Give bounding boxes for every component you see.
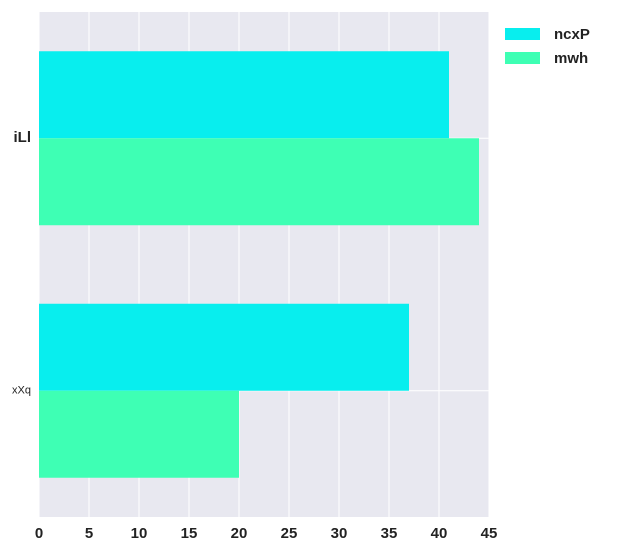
category-label: xXq xyxy=(12,385,31,397)
bar-ncxP-xXq xyxy=(39,303,409,391)
legend-label-mwh: mwh xyxy=(554,50,588,67)
category-labels: iLl xXq xyxy=(12,129,31,396)
bar-mwh-iLl xyxy=(39,138,479,226)
bar-ncxP-iLl xyxy=(39,51,449,139)
x-tick-label: 20 xyxy=(231,525,248,542)
legend-swatch-mwh xyxy=(505,52,540,64)
x-tick-label: 0 xyxy=(35,525,43,542)
x-tick-labels: 0 5 10 15 20 25 30 35 40 45 xyxy=(35,525,498,542)
x-tick-label: 45 xyxy=(481,525,498,542)
x-tick-label: 30 xyxy=(331,525,348,542)
x-tick-label: 25 xyxy=(281,525,298,542)
legend-swatch-ncxP xyxy=(505,28,540,40)
bars xyxy=(39,51,479,478)
x-tick-label: 35 xyxy=(381,525,398,542)
bar-mwh-xXq xyxy=(39,390,239,478)
x-tick-label: 40 xyxy=(431,525,448,542)
x-tick-label: 10 xyxy=(131,525,148,542)
legend: ncxP mwh xyxy=(505,26,590,67)
x-tick-label: 15 xyxy=(181,525,198,542)
legend-label-ncxP: ncxP xyxy=(554,26,590,43)
x-tick-label: 5 xyxy=(85,525,93,542)
category-label: iLl xyxy=(14,129,32,146)
